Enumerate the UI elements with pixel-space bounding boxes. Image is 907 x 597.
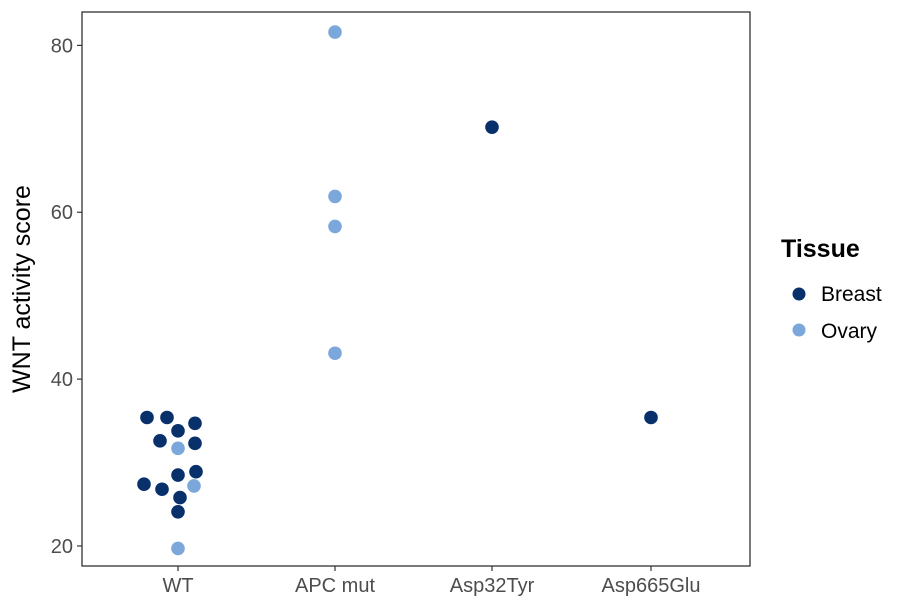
point-breast-wt-3 [171, 424, 185, 438]
y-axis-title: WNT activity score [8, 185, 36, 393]
y-axis: 20 40 60 80 [51, 35, 82, 558]
point-ovary-apc-mut-5 [328, 219, 342, 234]
legend-label-ovary: Ovary [821, 320, 878, 343]
point-breast-wt-1 [160, 410, 174, 425]
point-breast-wt-2 [188, 416, 202, 431]
legend: Tissue Breast Ovary [781, 235, 882, 343]
y-tick-label-80: 80 [51, 35, 73, 57]
point-breast-asp665glu-13 [644, 410, 658, 425]
y-tick-label-40: 40 [51, 369, 73, 391]
data-points [137, 25, 658, 556]
point-ovary-apc-mut-4 [328, 189, 342, 204]
point-breast-asp32tyr-12 [485, 120, 499, 134]
legend-swatch-ovary [792, 323, 806, 337]
y-tick-label-60: 60 [51, 202, 73, 224]
x-tick-label-apc-mut: APC mut [295, 575, 375, 597]
panel-border [81, 11, 751, 567]
legend-title: Tissue [781, 235, 860, 263]
y-tick-label-20: 20 [51, 536, 73, 558]
point-breast-wt-6 [189, 464, 203, 479]
point-breast-wt-0 [140, 410, 154, 425]
legend-swatch-breast [792, 287, 806, 301]
point-ovary-apc-mut-3 [328, 25, 342, 39]
point-breast-wt-8 [137, 477, 151, 492]
x-axis: WT APC mut Asp32Tyr Asp665Glu [162, 566, 700, 597]
point-breast-wt-10 [173, 490, 187, 505]
point-ovary-apc-mut-6 [328, 346, 342, 361]
point-ovary-wt-0 [171, 441, 185, 456]
point-breast-wt-5 [188, 436, 202, 451]
point-breast-wt-9 [155, 482, 169, 497]
x-tick-label-wt: WT [162, 575, 193, 597]
x-tick-label-asp665glu: Asp665Glu [602, 575, 701, 597]
point-breast-wt-11 [171, 504, 185, 519]
point-breast-wt-7 [171, 468, 185, 482]
point-ovary-wt-1 [187, 479, 201, 493]
x-tick-label-asp32tyr: Asp32Tyr [450, 575, 535, 597]
point-ovary-wt-2 [171, 541, 185, 556]
legend-label-breast: Breast [821, 283, 882, 306]
point-breast-wt-4 [153, 434, 167, 448]
